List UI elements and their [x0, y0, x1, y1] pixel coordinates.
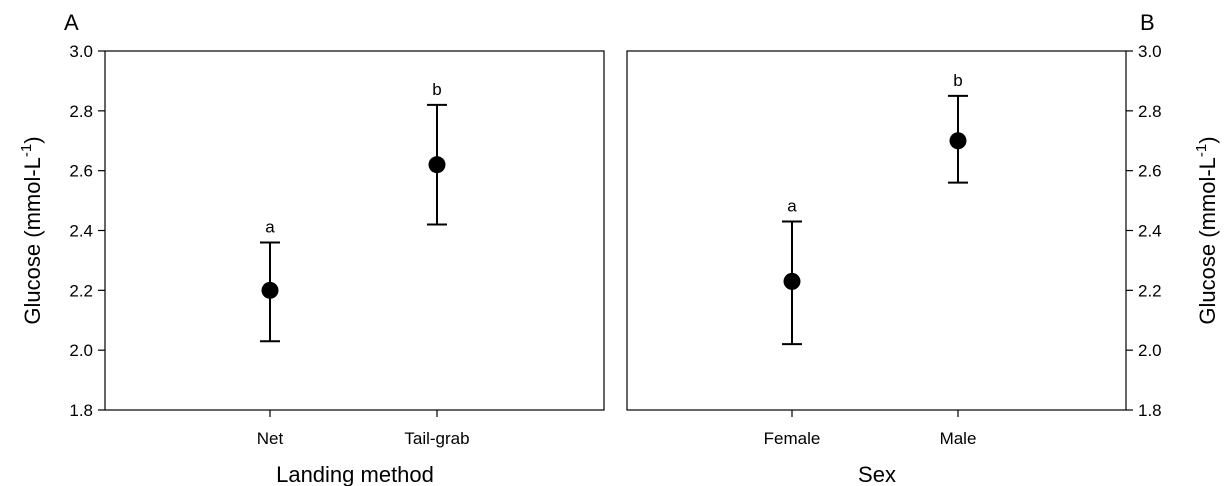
plot-frame: [626, 50, 1127, 411]
y-tick-label: 2.4: [1138, 222, 1162, 241]
x-axis-title: Landing method: [276, 462, 434, 486]
y-axis-title-superscript: -1: [1193, 144, 1210, 157]
y-tick-label: 2.8: [69, 102, 93, 121]
data-point: [949, 132, 967, 150]
significance-label: b: [953, 71, 962, 90]
y-axis-title-text: Glucose (mmol-L: [1195, 157, 1220, 324]
plot-frame: [104, 50, 605, 411]
y-axis-title-close: ): [20, 136, 45, 143]
x-axis-title: Sex: [858, 462, 896, 486]
x-category-label: Tail-grab: [404, 429, 469, 448]
panel-a: A 1.8 2.0 2.2 2.4 2.6 2.8 3.0 Glucose (mmol-L-1)…: [18, 10, 605, 486]
y-axis-title-close: ): [1195, 136, 1220, 143]
y-tick-label: 1.8: [69, 401, 93, 420]
significance-label: a: [787, 197, 797, 216]
y-tick-label: 2.6: [69, 162, 93, 181]
y-tick-label: 2.0: [69, 341, 93, 360]
y-tick-label: 2.8: [1138, 102, 1162, 121]
data-point: [428, 156, 446, 174]
x-category-label: Net: [257, 429, 284, 448]
y-tick-label: 1.8: [1138, 401, 1162, 420]
panel-label: B: [1140, 10, 1155, 35]
y-tick-label: 2.2: [1138, 281, 1162, 300]
panel-b: B 1.8 2.0 2.2 2.4 2.6 2.8 3.0 Glucose (mmol-L-1)…: [626, 10, 1220, 486]
y-tick-label: 3.0: [69, 42, 93, 61]
y-axis-title: Glucose (mmol-L-1): [1193, 136, 1220, 324]
data-point: [261, 281, 279, 299]
y-axis-title-superscript: -1: [18, 144, 35, 157]
y-tick-label: 2.2: [69, 281, 93, 300]
significance-label: b: [432, 80, 441, 99]
y-tick-label: 2.0: [1138, 341, 1162, 360]
y-axis-title-text: Glucose (mmol-L: [20, 157, 45, 324]
y-axis-title: Glucose (mmol-L-1): [18, 136, 45, 324]
panel-label: A: [64, 10, 79, 35]
x-category-label: Male: [940, 429, 977, 448]
y-tick-label: 2.6: [1138, 162, 1162, 181]
data-point: [783, 272, 801, 290]
y-tick-label: 2.4: [69, 222, 93, 241]
y-tick-label: 3.0: [1138, 42, 1162, 61]
significance-label: a: [265, 217, 275, 236]
x-category-label: Female: [764, 429, 821, 448]
